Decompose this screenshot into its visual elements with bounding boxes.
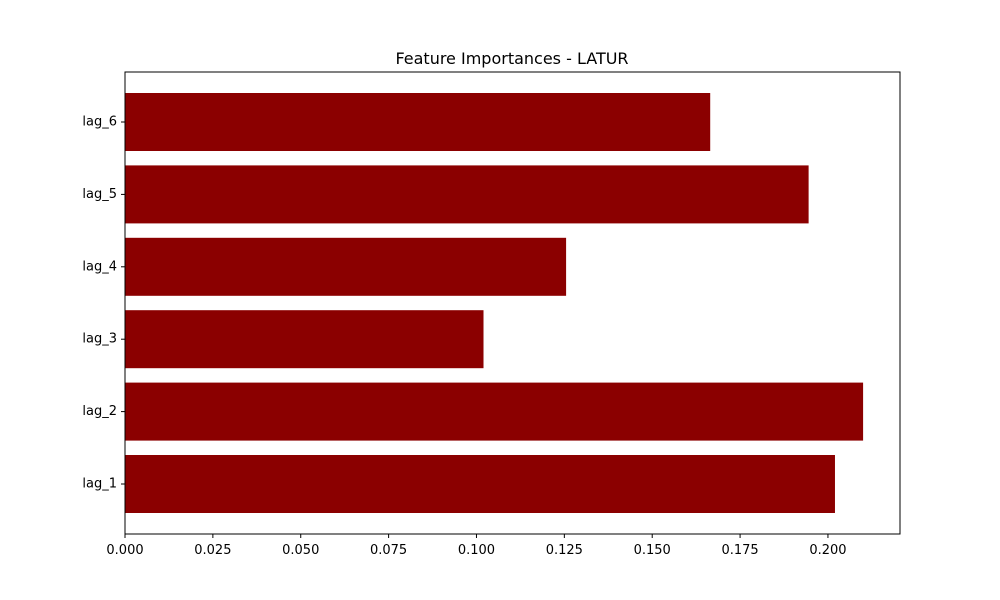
y-tick-label-lag_3: lag_3 xyxy=(82,332,117,347)
x-tick-label: 0.175 xyxy=(721,543,758,558)
bar-lag_3 xyxy=(125,310,484,369)
y-axis: lag_1 lag_2 lag_3 lag_4 lag_5 lag_6 xyxy=(82,115,125,492)
bars-group xyxy=(125,93,864,513)
bar-lag_5 xyxy=(125,165,809,224)
y-tick-label-lag_5: lag_5 xyxy=(82,187,117,202)
x-tick-label: 0.025 xyxy=(194,543,231,558)
bar-lag_2 xyxy=(125,382,864,441)
x-tick-label: 0.200 xyxy=(809,543,846,558)
bar-lag_6 xyxy=(125,93,711,151)
x-tick-label: 0.150 xyxy=(634,543,671,558)
x-tick-label: 0.075 xyxy=(370,543,407,558)
x-axis: 0.000 0.025 0.050 0.075 0.100 0.125 0.150 0.175… xyxy=(106,534,847,558)
y-tick-label-lag_2: lag_2 xyxy=(82,404,117,419)
x-tick-label: 0.000 xyxy=(106,543,143,558)
bar-lag_1 xyxy=(125,455,835,513)
plot-frame xyxy=(124,71,901,535)
y-tick-label-lag_1: lag_1 xyxy=(82,477,117,492)
y-tick-label-lag_4: lag_4 xyxy=(82,259,117,274)
x-tick-label: 0.100 xyxy=(458,543,495,558)
x-tick-label: 0.125 xyxy=(546,543,583,558)
bar-lag_4 xyxy=(125,237,567,296)
x-tick-label: 0.050 xyxy=(282,543,319,558)
y-tick-label-lag_6: lag_6 xyxy=(82,115,117,130)
chart-title: Feature Importances - LATUR xyxy=(395,49,628,68)
